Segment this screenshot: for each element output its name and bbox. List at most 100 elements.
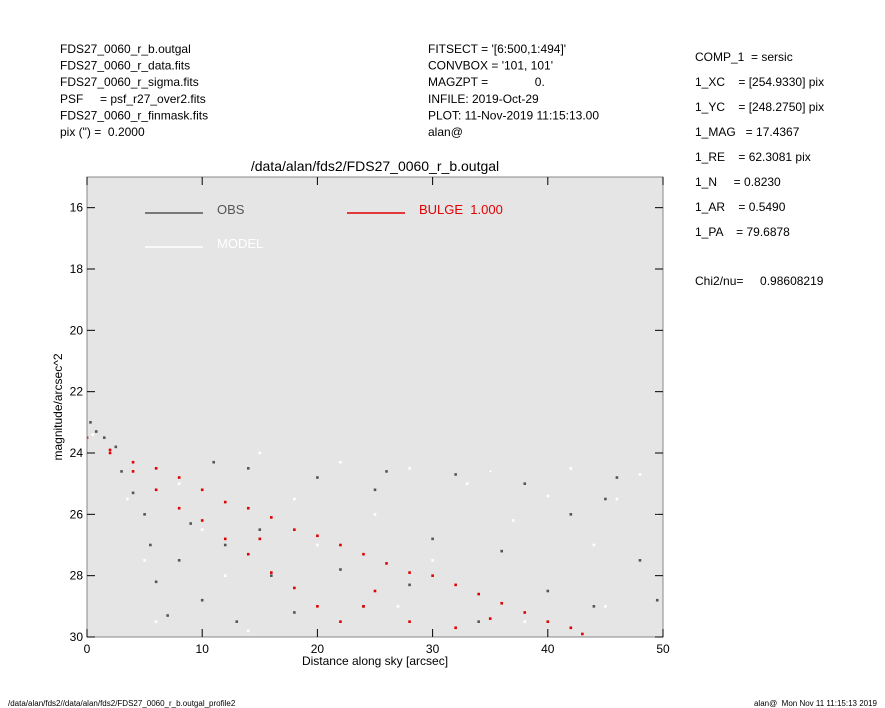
fit-parameter: COMP_1 = sersic [695, 50, 793, 64]
point [114, 445, 118, 449]
header-left-line: FDS27_0060_r_data.fits [60, 59, 190, 73]
fit-parameter: 1_AR = 0.5490 [695, 200, 786, 214]
point [408, 571, 411, 574]
point [246, 506, 250, 510]
chi2: Chi2/nu= 0.98608219 [695, 274, 824, 288]
x-tick-label: 20 [311, 642, 325, 656]
point [655, 598, 659, 602]
point [431, 574, 434, 577]
header-middle-line: PLOT: 11-Nov-2019 11:15:13.00 [428, 108, 599, 122]
point [638, 473, 642, 476]
point [316, 534, 319, 538]
fit-parameter: 1_XC = [254.9330] pix [695, 75, 824, 89]
x-tick-label: 40 [541, 642, 555, 656]
header-middle-line: INFILE: 2019-Oct-29 [428, 92, 539, 106]
point [339, 543, 342, 547]
point [87, 436, 89, 439]
footer-left: /data/alan/fds2//data/alan/fds2/FDS27_00… [8, 699, 236, 708]
point [339, 620, 342, 623]
point [293, 528, 296, 531]
point [246, 467, 250, 470]
point [316, 605, 319, 608]
point [131, 470, 135, 473]
point [270, 516, 273, 519]
point [454, 583, 457, 587]
point [270, 574, 273, 577]
point [523, 482, 527, 485]
point [154, 488, 158, 492]
y-tick-label: 22 [70, 385, 84, 399]
fit-parameter: 1_N = 0.8230 [695, 175, 781, 189]
point [385, 470, 388, 473]
point [246, 552, 250, 556]
x-tick-label: 50 [656, 642, 670, 656]
point [339, 460, 342, 464]
point [408, 583, 411, 587]
point [488, 617, 492, 620]
point [270, 571, 273, 574]
point [293, 586, 296, 590]
point [293, 611, 296, 614]
points [87, 421, 659, 636]
point [523, 620, 527, 623]
x-axis-label: Distance along sky [arcsec] [302, 654, 448, 668]
header-middle-line: alan@ [428, 125, 463, 139]
point [223, 500, 227, 504]
point [362, 605, 365, 608]
x-tick-label: 0 [84, 642, 91, 656]
point [108, 451, 112, 455]
point [569, 513, 573, 516]
point [373, 589, 377, 593]
point [592, 543, 596, 547]
chart-title: /data/alan/fds2/FDS27_0060_r_b.outgal [251, 158, 499, 174]
y-axis-label: magnitude/arcsec^2 [51, 353, 65, 460]
point [200, 519, 204, 522]
point [569, 467, 573, 470]
point [258, 451, 262, 455]
y-tick-label: 18 [70, 262, 84, 276]
point [94, 430, 98, 433]
point [143, 559, 146, 562]
point [89, 421, 92, 424]
point [316, 543, 319, 547]
point [477, 592, 480, 596]
fit-parameter: 1_RE = 62.3081 pix [695, 150, 811, 164]
point [523, 611, 527, 614]
point [177, 559, 181, 562]
point [189, 522, 192, 525]
point [454, 473, 457, 476]
point [166, 614, 169, 617]
point [581, 632, 584, 636]
point [500, 601, 504, 605]
point [546, 589, 550, 593]
point [638, 559, 642, 562]
point [362, 552, 365, 556]
point [177, 476, 181, 479]
point [546, 494, 550, 498]
point [546, 620, 550, 623]
y-tick-label: 24 [70, 446, 84, 460]
point [200, 528, 204, 531]
header-middle-line: FITSECT = '[6:500,1:494]' [428, 42, 566, 56]
point [102, 436, 106, 439]
point [488, 470, 492, 473]
point [569, 626, 573, 630]
point [615, 476, 619, 479]
point [131, 491, 135, 495]
point [149, 543, 152, 547]
y-tick-label: 26 [70, 507, 84, 521]
fit-parameter: 1_MAG = 17.4367 [695, 125, 800, 139]
point [177, 482, 181, 485]
point [293, 497, 296, 501]
point [154, 467, 158, 470]
point [408, 620, 411, 623]
point [604, 497, 607, 501]
point [431, 559, 434, 562]
plot-background [87, 177, 663, 637]
point [154, 620, 158, 623]
point [223, 537, 227, 541]
x-tick-label: 30 [426, 642, 440, 656]
point [604, 605, 607, 608]
point [339, 568, 342, 571]
point [396, 605, 400, 608]
